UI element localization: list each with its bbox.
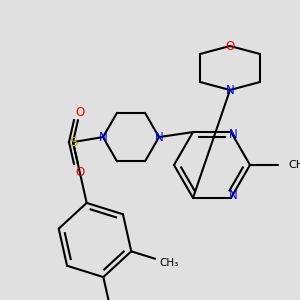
Text: O: O — [75, 106, 85, 118]
Text: N: N — [226, 83, 234, 97]
Text: N: N — [99, 130, 107, 144]
Text: CH₃: CH₃ — [288, 160, 300, 170]
Text: O: O — [225, 40, 235, 52]
Text: CH₃: CH₃ — [159, 258, 178, 268]
Text: N: N — [229, 189, 237, 203]
Text: O: O — [75, 166, 85, 178]
Text: S: S — [69, 136, 77, 148]
Text: N: N — [154, 130, 164, 144]
Text: N: N — [229, 128, 237, 141]
